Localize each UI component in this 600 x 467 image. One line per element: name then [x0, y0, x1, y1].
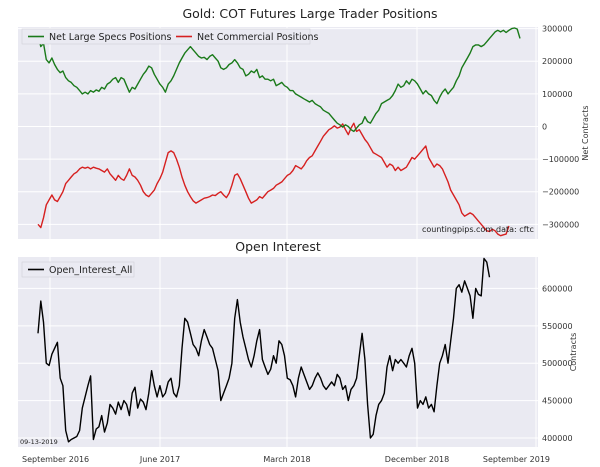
top-y-tick-label: 200000 [542, 57, 573, 66]
bottom-legend-box [21, 261, 135, 278]
bottom-y-tick-label: 550000 [542, 322, 573, 331]
bottom-series-lines [37, 257, 491, 443]
bottom-x-tick-label: June 2017 [139, 455, 180, 464]
top-y-tick-label: −100000 [542, 155, 579, 164]
bottom-gridlines [18, 257, 538, 447]
bottom-legend: Open_Interest_All [21, 261, 135, 278]
bottom-x-tick-label: March 2018 [263, 455, 310, 464]
top-y-tick-label: 0 [542, 122, 547, 131]
top-legend-box [21, 28, 311, 45]
watermark-countingpips: countingpips.com [422, 225, 493, 234]
top-plot-area [18, 27, 538, 239]
data-source-label: data: cftc [496, 225, 534, 234]
top-y-axis-label: Net Contracts [581, 105, 590, 160]
top-y-tick-label: 300000 [542, 25, 573, 34]
top-y-tick-label: −200000 [542, 188, 579, 197]
legend-label-commercial: Net Commercial Positions [197, 32, 319, 43]
bottom-y-tick-label: 600000 [542, 284, 573, 293]
top-series-lines [37, 27, 521, 237]
top-y-tick-label: −300000 [542, 220, 579, 229]
bottom-chart-title: Open Interest [235, 239, 321, 254]
bottom-y-axis-label: Contracts [569, 333, 578, 372]
top-y-tick-labels: 300000 200000 100000 0 −100000 −200000 −300000 [542, 25, 579, 230]
top-y-tick-label: 100000 [542, 90, 573, 99]
date-stamp: 09-13-2019 [20, 438, 58, 446]
top-chart-title: Gold: COT Futures Large Trader Positions [182, 6, 437, 21]
legend-label-open-interest: Open_Interest_All [49, 265, 132, 276]
series-line-net-large-specs [37, 27, 521, 133]
bottom-x-tick-label: December 2018 [385, 455, 449, 464]
bottom-y-tick-labels: 400000 450000 500000 550000 600000 [542, 284, 573, 443]
series-line-net-commercial [37, 122, 510, 237]
bottom-y-tick-label: 400000 [542, 434, 573, 443]
bottom-x-tick-labels: September 2016 June 2017 March 2018 Decembe… [22, 455, 550, 464]
bottom-x-tick-label: September 2019 [483, 455, 550, 464]
bottom-y-tick-label: 500000 [542, 359, 573, 368]
series-line-open-interest [37, 257, 491, 443]
bottom-y-tick-label: 450000 [542, 397, 573, 406]
top-legend: Net Large Specs Positions Net Commercial… [21, 28, 319, 45]
bottom-x-tick-label: September 2016 [22, 455, 89, 464]
legend-label-large-specs: Net Large Specs Positions [49, 32, 172, 43]
